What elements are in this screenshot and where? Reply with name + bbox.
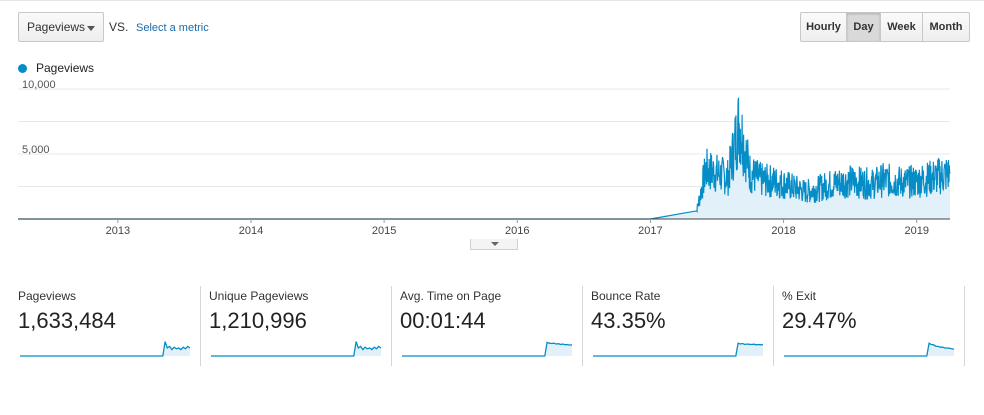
vs-label: VS. — [109, 20, 129, 34]
scorecard-sparkline — [20, 341, 190, 357]
legend-dot-icon — [18, 63, 27, 73]
scorecard-pageviews[interactable]: Pageviews 1,633,484 — [10, 286, 201, 366]
sparkline-area — [784, 343, 954, 356]
scorecard-value: 29.47% — [782, 308, 857, 333]
x-tick-label: 2014 — [239, 225, 263, 237]
sparkline-line — [20, 341, 190, 357]
chevron-down-icon — [491, 242, 499, 246]
chart-legend[interactable]: Pageviews — [18, 61, 94, 75]
scorecard-unique-pageviews[interactable]: Unique Pageviews 1,210,996 — [201, 286, 392, 366]
top-divider — [0, 0, 984, 1]
scorecard-label: % Exit — [782, 289, 817, 303]
x-tick-label: 2019 — [904, 225, 928, 237]
chart-series-area — [18, 97, 950, 219]
scorecard-value: 43.35% — [591, 308, 666, 333]
sparkline-area — [211, 341, 381, 356]
scorecard-exit-rate[interactable]: % Exit 29.47% — [774, 286, 965, 366]
scorecard-value: 1,210,996 — [209, 308, 307, 333]
scorecard-value: 1,633,484 — [18, 308, 116, 333]
scorecard-sparkline — [402, 341, 572, 357]
granularity-toggle: Hourly Day Week Month — [800, 12, 970, 42]
scorecard-avg-time-on-page[interactable]: Avg. Time on Page 00:01:44 — [392, 286, 583, 366]
scorecard-value: 00:01:44 — [400, 308, 486, 333]
scorecard-label: Bounce Rate — [591, 289, 661, 303]
chevron-down-icon — [87, 26, 95, 31]
sparkline-area — [20, 341, 190, 356]
metric-dropdown-value: Pageviews — [27, 20, 86, 34]
sparkline-line — [784, 342, 954, 357]
sparkline-line — [211, 341, 381, 357]
hourly-button[interactable]: Hourly — [800, 12, 847, 42]
x-tick-label: 2015 — [372, 225, 396, 237]
scorecard-label: Unique Pageviews — [209, 289, 309, 303]
scorecard-sparkline — [593, 342, 763, 357]
x-tick-label: 2016 — [505, 225, 529, 237]
y-tick-label: 5,000 — [22, 144, 50, 156]
scorecard-bounce-rate[interactable]: Bounce Rate 43.35% — [583, 286, 774, 366]
week-button[interactable]: Week — [880, 12, 923, 42]
scorecard-label: Avg. Time on Page — [400, 289, 502, 303]
sparkline-line — [593, 342, 763, 357]
y-tick-label: 10,000 — [22, 80, 56, 91]
pageviews-line-chart[interactable]: 10,000 5,000 2013 2014 2015 2016 2017 2018 2019 — [0, 80, 984, 240]
day-button[interactable]: Day — [846, 12, 881, 42]
metric-dropdown[interactable]: Pageviews — [18, 12, 104, 42]
x-tick-label: 2018 — [771, 225, 795, 237]
scorecard-sparkline — [211, 341, 381, 357]
x-tick-label: 2017 — [638, 225, 662, 237]
scorecard-label: Pageviews — [18, 289, 77, 303]
scorecard-row: Pageviews 1,633,484 Unique Pageviews 1,2… — [10, 286, 965, 366]
select-metric-link[interactable]: Select a metric — [136, 22, 209, 34]
chart-series-line — [18, 97, 951, 220]
chart-collapse-toggle[interactable] — [470, 239, 518, 250]
month-button[interactable]: Month — [922, 12, 970, 42]
scorecard-sparkline — [784, 342, 954, 357]
sparkline-line — [402, 341, 572, 357]
x-tick-label: 2013 — [106, 225, 130, 237]
legend-series-name: Pageviews — [36, 61, 95, 75]
